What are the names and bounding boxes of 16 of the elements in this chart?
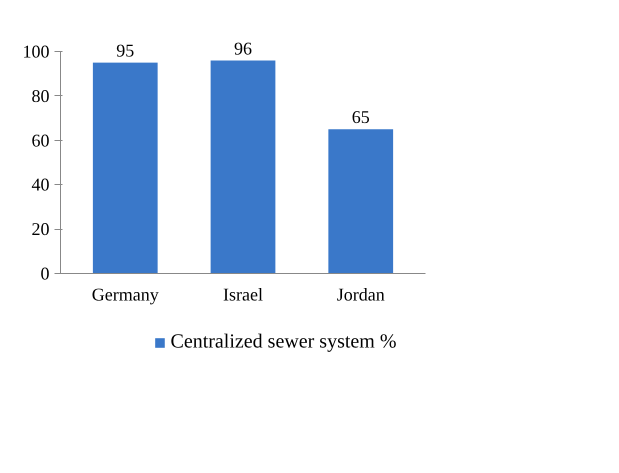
y-tick-label: 100 bbox=[22, 42, 50, 62]
bar bbox=[328, 129, 394, 274]
bar bbox=[92, 62, 158, 274]
x-tick-label: Jordan bbox=[336, 284, 385, 304]
data-label: 96 bbox=[234, 38, 252, 58]
y-tick-label: 60 bbox=[32, 130, 50, 150]
legend-label: Centralized sewer system % bbox=[170, 330, 397, 354]
data-label: 95 bbox=[116, 40, 134, 61]
y-tick-label: 40 bbox=[32, 174, 50, 195]
y-tick-label: 0 bbox=[40, 264, 50, 284]
y-tick-label: 80 bbox=[32, 86, 50, 106]
data-label: 65 bbox=[352, 107, 370, 128]
bar bbox=[210, 60, 276, 274]
x-tick-label: Germany bbox=[92, 284, 159, 304]
y-tick-label: 20 bbox=[32, 219, 50, 240]
x-tick-label: Israel bbox=[223, 284, 263, 304]
